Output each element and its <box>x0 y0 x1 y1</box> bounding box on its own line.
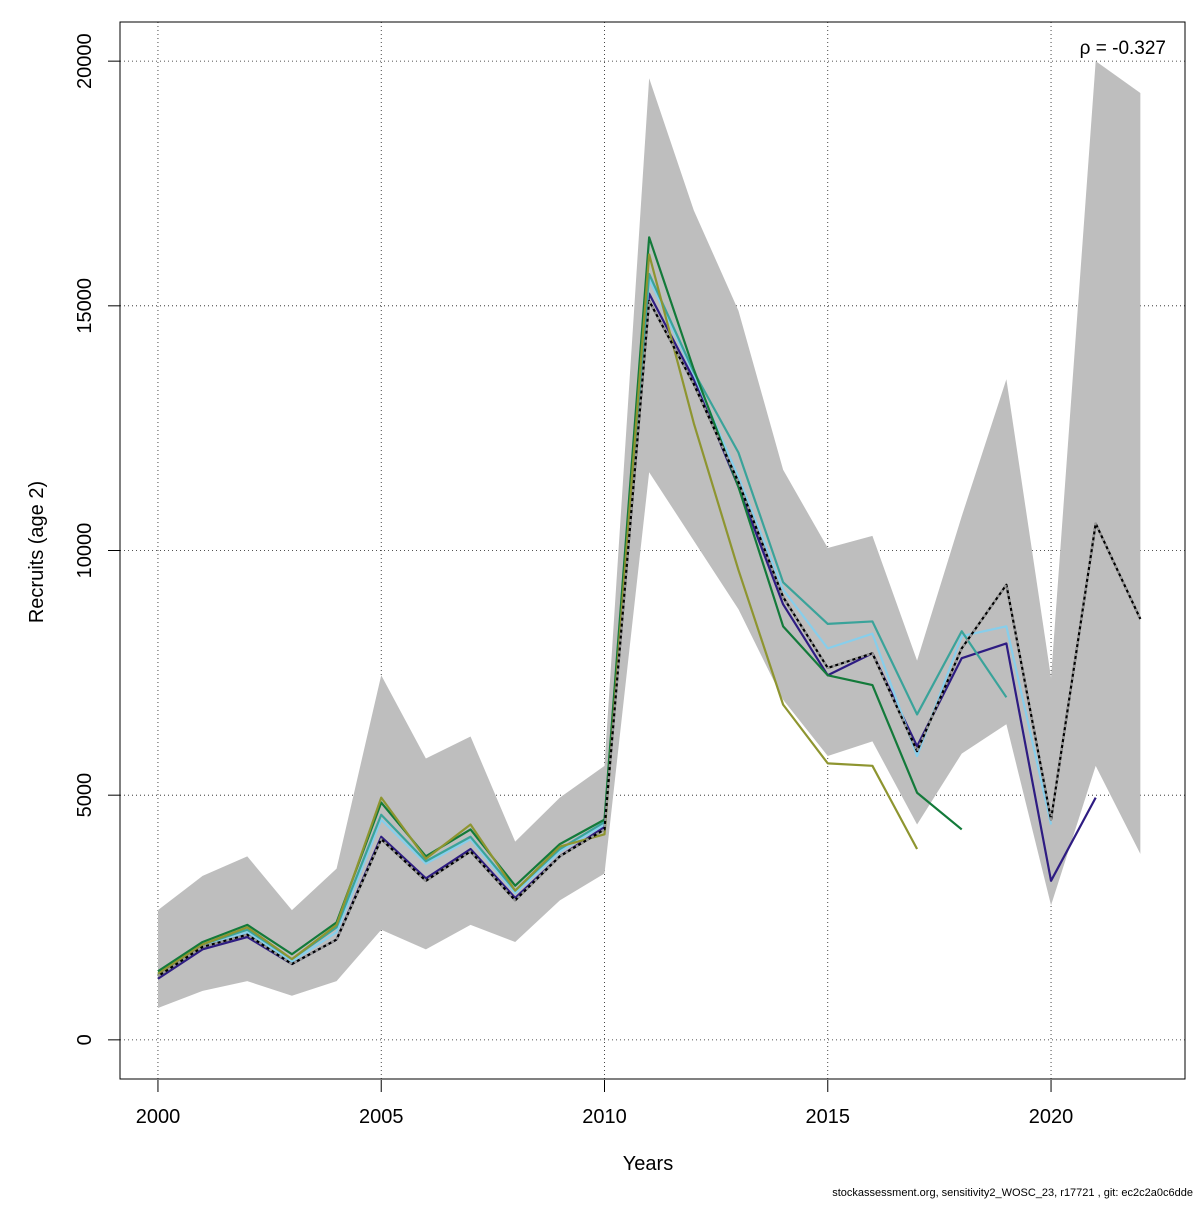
x-tick-label: 2000 <box>136 1106 181 1128</box>
y-tick-label: 0 <box>74 1034 96 1045</box>
series-line-base-run-dash <box>157 299 1142 978</box>
series-layer <box>157 236 1142 980</box>
x-tick-label: 2020 <box>1029 1106 1074 1128</box>
x-tick-label: 2005 <box>359 1106 404 1128</box>
x-axis-label: Years <box>623 1153 673 1175</box>
confidence-band <box>157 61 1141 1009</box>
y-axis-label: Recruits (age 2) <box>26 481 48 623</box>
footer-text: stockassessment.org, sensitivity2_WOSC_2… <box>832 1187 1193 1199</box>
confidence-band-layer <box>157 61 1141 1009</box>
y-tick-label: 20000 <box>74 33 96 89</box>
x-tick-label: 2015 <box>806 1106 851 1128</box>
series-line-retro-peel <box>157 253 919 975</box>
series-line-retro-peel <box>157 236 963 973</box>
y-tick-label: 5000 <box>74 773 96 818</box>
y-tick-label: 15000 <box>74 278 96 334</box>
rho-annotation: ρ = -0.327 <box>1080 38 1166 59</box>
y-tick-label: 10000 <box>74 523 96 579</box>
x-tick-label: 2010 <box>582 1106 627 1128</box>
plot-frame <box>119 21 1186 1080</box>
axis-layer: 2000 2005 2010 2015 2020 0 5000 10000 15000 20000 <box>74 33 1073 1128</box>
